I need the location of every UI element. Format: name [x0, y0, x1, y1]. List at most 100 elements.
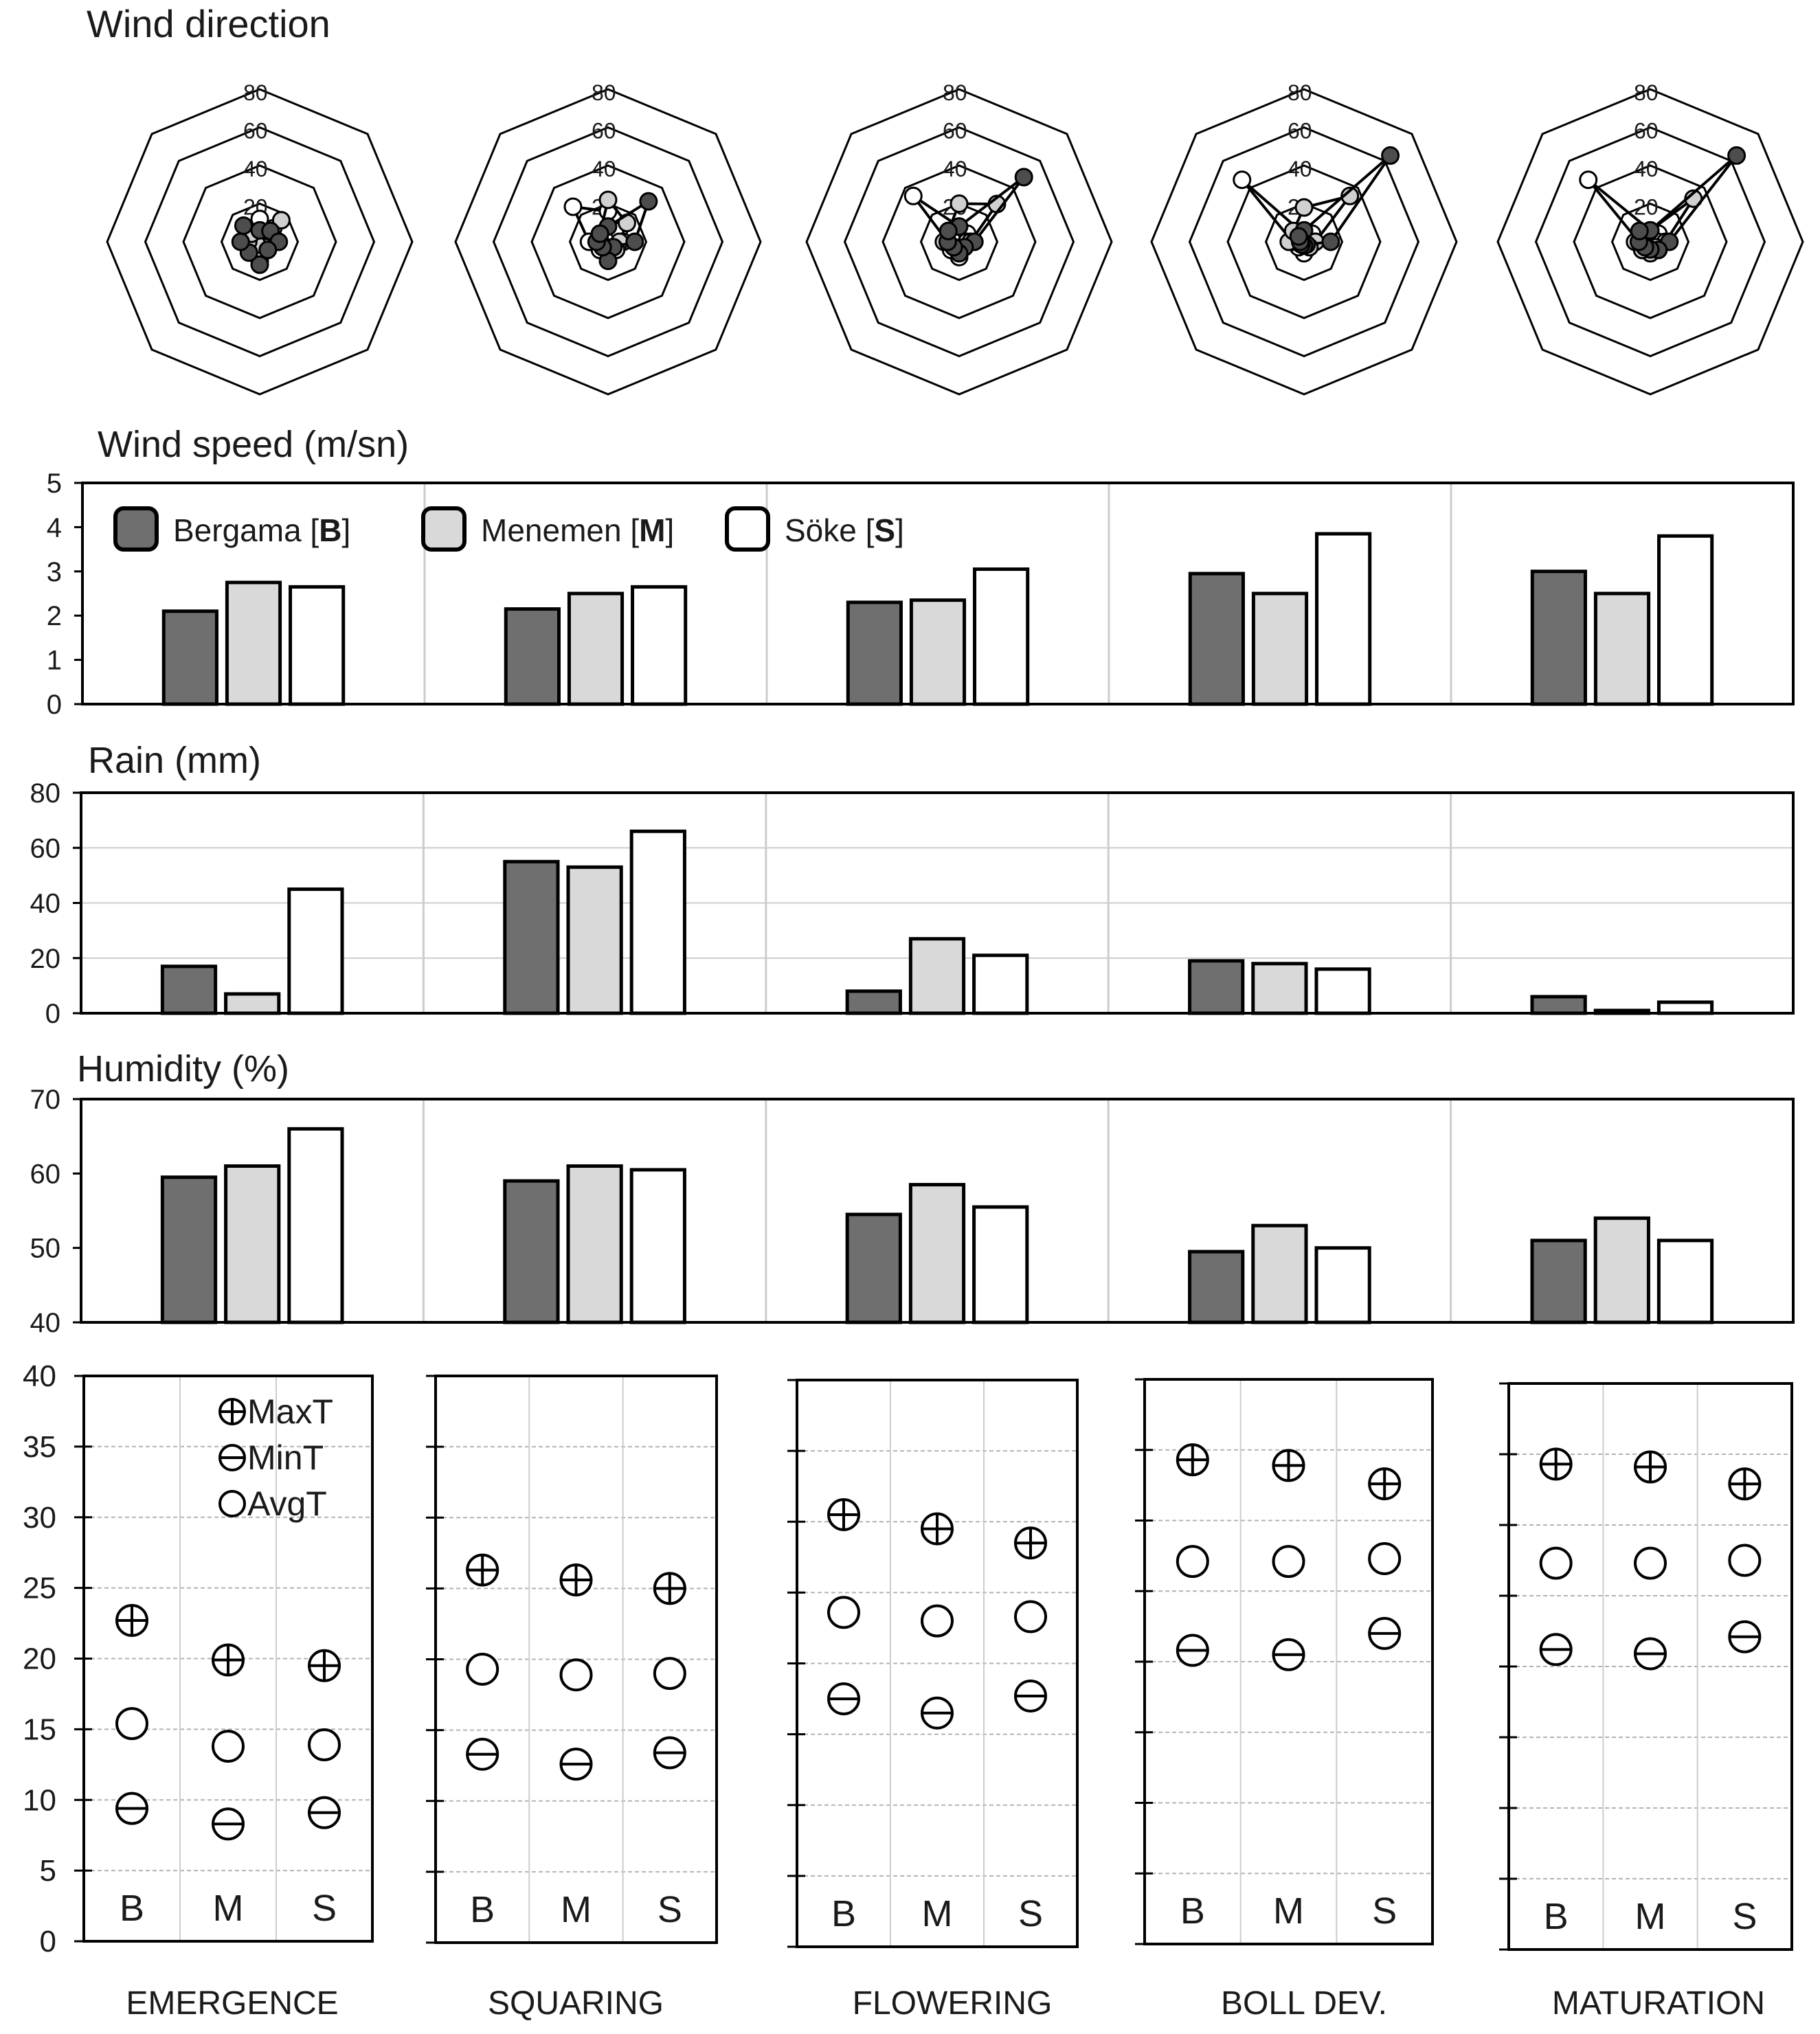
- stage-label-1: SQUARING: [488, 1985, 664, 2022]
- x-label-B: B: [1180, 1890, 1205, 1932]
- radar-ring: [881, 164, 1037, 319]
- bar-B-1: [503, 859, 560, 1015]
- bar-S-1: [629, 829, 686, 1015]
- y-tick-label: 60: [30, 1159, 61, 1189]
- bar-S-3: [1315, 532, 1372, 706]
- y-tick-label: 4: [47, 512, 62, 543]
- radar-tick-label: 60: [943, 119, 967, 144]
- radar-point-B: [1630, 221, 1649, 240]
- bar-M-3: [1251, 1223, 1308, 1324]
- y-tick-label: 0: [47, 690, 62, 720]
- x-label-B: B: [120, 1888, 144, 1929]
- bar-M-0: [224, 992, 281, 1015]
- bar-S-4: [1657, 534, 1714, 706]
- humidity-title: Humidity (%): [77, 1048, 289, 1089]
- y-tick-label: 40: [30, 889, 61, 919]
- marker-AvgT-B: [827, 1596, 860, 1629]
- bar-M-2: [909, 598, 967, 706]
- x-label-M: M: [922, 1893, 953, 1934]
- radar-tick-label: 60: [1634, 119, 1659, 144]
- marker-AvgT-S: [1728, 1544, 1762, 1577]
- radar-tick-label: 40: [243, 157, 268, 181]
- temperature-frame: [1507, 1382, 1793, 1951]
- marker-AvgT-M: [1634, 1546, 1667, 1580]
- radar-tick-label: 40: [943, 157, 967, 181]
- stage-label-3: BOLL DEV.: [1221, 1985, 1387, 2022]
- bar-B-1: [503, 1179, 560, 1324]
- temperature-frame: [434, 1375, 718, 1944]
- legend-bracket: ]: [665, 512, 674, 548]
- temperature-frame: [1143, 1378, 1434, 1945]
- radar-point-B: [939, 221, 958, 240]
- radar-point-B: [231, 232, 250, 251]
- marker-AvgT-B: [1176, 1545, 1209, 1579]
- radar-tick-label: 40: [1634, 157, 1659, 181]
- radar-tick-label: 80: [1288, 80, 1312, 105]
- radar-point-B: [1381, 146, 1400, 165]
- radar-ring: [568, 202, 648, 282]
- radar-tick-label: 40: [592, 157, 616, 181]
- x-label-M: M: [1273, 1890, 1304, 1932]
- radar-point-B: [258, 240, 278, 260]
- y-tick-label: 0: [40, 1925, 56, 1958]
- bar-M-1: [566, 1164, 623, 1324]
- radar-point-S: [1233, 170, 1252, 190]
- y-tick-label: 80: [30, 778, 61, 809]
- legend-label-B: Bergama [B]: [173, 512, 350, 548]
- radar-ring: [1573, 164, 1728, 319]
- bar-M-3: [1251, 591, 1309, 706]
- legend-label-MinT: MinT: [247, 1438, 324, 1477]
- radar-ring: [220, 202, 300, 282]
- wind-speed-title: Wind speed (m/sn): [98, 424, 409, 465]
- radar-ring: [492, 126, 724, 358]
- x-label-S: S: [658, 1889, 682, 1930]
- bar-B-1: [504, 607, 561, 706]
- x-label-S: S: [1732, 1896, 1757, 1937]
- radar-point-B: [1289, 227, 1308, 246]
- radar-tick-label: 60: [592, 119, 616, 144]
- wind-direction-title: Wind direction: [87, 2, 330, 45]
- radar-point-M: [950, 194, 969, 213]
- legend-marker-AvgT: [218, 1490, 246, 1517]
- y-tick-label: 30: [23, 1501, 56, 1535]
- radar-point-B: [1321, 232, 1340, 251]
- radar-point-B: [590, 224, 609, 243]
- marker-AvgT-B: [1539, 1546, 1573, 1580]
- y-tick-label: 70: [30, 1085, 61, 1115]
- radar-ring: [843, 126, 1075, 358]
- stage-label-0: EMERGENCE: [126, 1985, 338, 2022]
- radar-tick-label: 80: [943, 80, 967, 105]
- marker-AvgT-B: [115, 1707, 148, 1741]
- stage-label-2: FLOWERING: [853, 1985, 1053, 2022]
- bar-M-4: [1593, 1216, 1650, 1324]
- radar-point-B: [625, 232, 644, 251]
- bar-B-4: [1530, 569, 1587, 706]
- legend-station-name: Menemen [: [481, 512, 639, 548]
- y-tick-label: 35: [23, 1430, 56, 1464]
- radar-ring: [144, 126, 376, 358]
- bar-M-1: [566, 865, 623, 1015]
- humidity-chart: Humidity (%) 40 50 60 70: [30, 1048, 1795, 1338]
- legend-station-code: M: [639, 512, 665, 548]
- bar-B-2: [846, 600, 903, 706]
- bar-M-3: [1251, 962, 1308, 1015]
- radar-ring: [1534, 126, 1766, 358]
- y-tick-label: 3: [47, 557, 62, 587]
- x-label-M: M: [213, 1888, 244, 1929]
- radar-ring: [1150, 88, 1458, 396]
- y-tick-label: 20: [30, 944, 61, 974]
- y-tick-label: 15: [23, 1713, 56, 1746]
- radar-ring: [530, 164, 686, 319]
- marker-AvgT-S: [653, 1657, 686, 1691]
- y-tick-label: 20: [23, 1642, 56, 1676]
- y-tick-label: 40: [23, 1359, 56, 1393]
- legend-swatch-M: [421, 506, 467, 552]
- wind-speed-frame: [81, 482, 1795, 705]
